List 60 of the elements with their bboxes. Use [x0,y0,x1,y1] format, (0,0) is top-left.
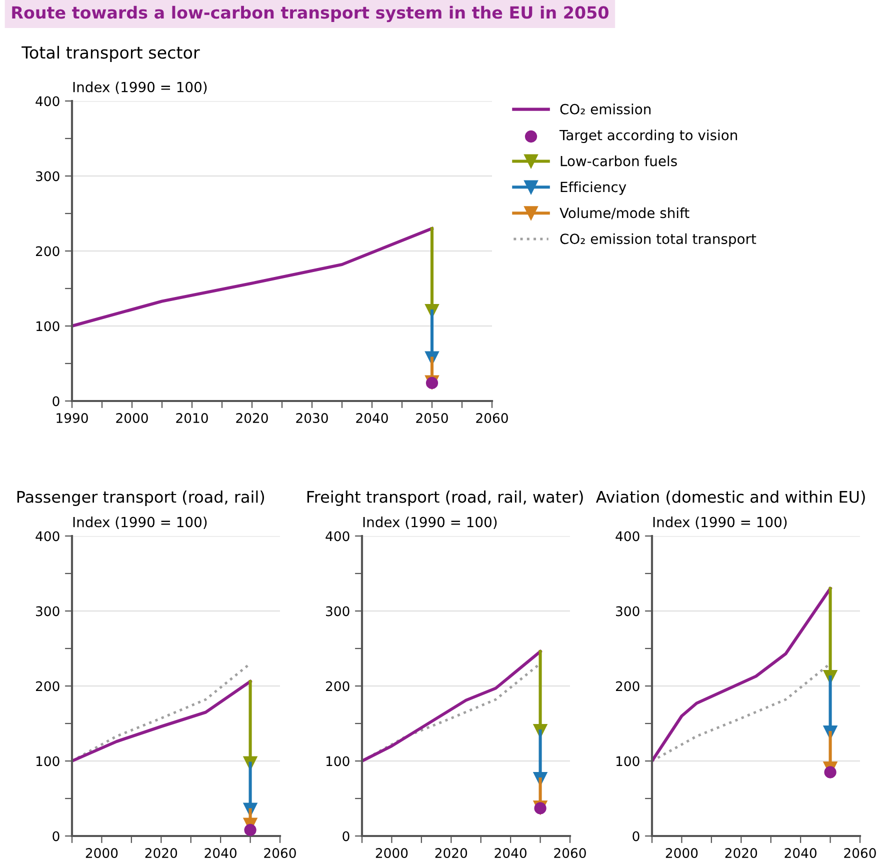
x-tick-label: 2040 [494,848,526,858]
y-axis-title: Index (1990 = 100) [363,516,497,529]
line-series [72,680,252,763]
x-tick-label: 2000 [376,848,408,858]
line-series [72,226,434,328]
y-tick-label: 0 [52,831,60,842]
y-axis-title: Index (1990 = 100) [73,516,207,529]
legend-label: CO₂ emission [560,104,650,114]
point [244,824,256,836]
x-tick-label: 2020 [145,848,178,858]
y-tick-label: 100 [36,756,60,766]
chart-subtitle: Total transport sector [22,46,200,62]
y-tick-label: 200 [36,246,60,256]
y-tick-label: 300 [36,171,60,182]
x-tick-label: 2050 [416,413,448,424]
y-tick-label: 400 [36,531,60,542]
x-tick-label: 2040 [204,848,236,858]
y-tick-label: 0 [632,831,640,842]
x-tick-label: 2030 [296,413,328,424]
chart-title: Freight transport (road, rail, water) [307,490,583,506]
chart-title: Route towards a low-carbon transport system in the EU in 2050 [12,6,608,22]
x-tick-label: 2060 [844,848,876,858]
legend-label: Efficiency [560,181,626,195]
y-axis-title: Index (1990 = 100) [73,82,207,94]
y-axis-title: Index (1990 = 100) [653,516,787,529]
line-series [652,586,832,763]
x-tick-label: 2020 [236,413,268,424]
x-tick-label: 2000 [116,413,148,424]
chart-title: Passenger transport (road, rail) [17,490,264,506]
x-tick-label: 2000 [666,848,698,858]
y-tick-label: 400 [326,531,350,542]
x-tick-label: 1990 [56,413,88,424]
x-tick-label: 2020 [725,848,758,858]
x-tick-label: 2040 [784,848,816,858]
x-tick-label: 2060 [264,848,296,858]
x-tick-label: 2020 [435,848,468,858]
y-tick-label: 300 [36,606,60,616]
legend-label: Volume/mode shift [560,207,690,220]
x-tick-label: 2060 [554,848,586,858]
x-tick-label: 2060 [476,413,508,424]
legend-label: Target according to vision [559,130,737,144]
y-tick-label: 100 [36,321,60,332]
point [824,766,836,778]
y-tick-label: 0 [342,831,350,842]
chart-title: Aviation (domestic and within EU) [596,490,865,505]
y-tick-label: 200 [616,681,640,692]
y-tick-label: 0 [52,396,60,406]
x-tick-label: 2010 [176,413,208,424]
y-tick-label: 400 [36,96,60,106]
y-tick-label: 100 [616,756,640,766]
legend-label: CO₂ emission total transport [560,233,756,247]
x-tick-label: 2040 [356,413,388,424]
y-tick-label: 200 [36,681,60,692]
y-tick-label: 100 [326,756,350,766]
legend-label: Low-carbon fuels [560,156,677,166]
y-tick-label: 300 [326,606,350,616]
y-tick-label: 200 [326,681,350,692]
x-tick-label: 2000 [86,848,118,858]
y-tick-label: 400 [616,531,640,542]
y-tick-label: 300 [616,606,640,616]
